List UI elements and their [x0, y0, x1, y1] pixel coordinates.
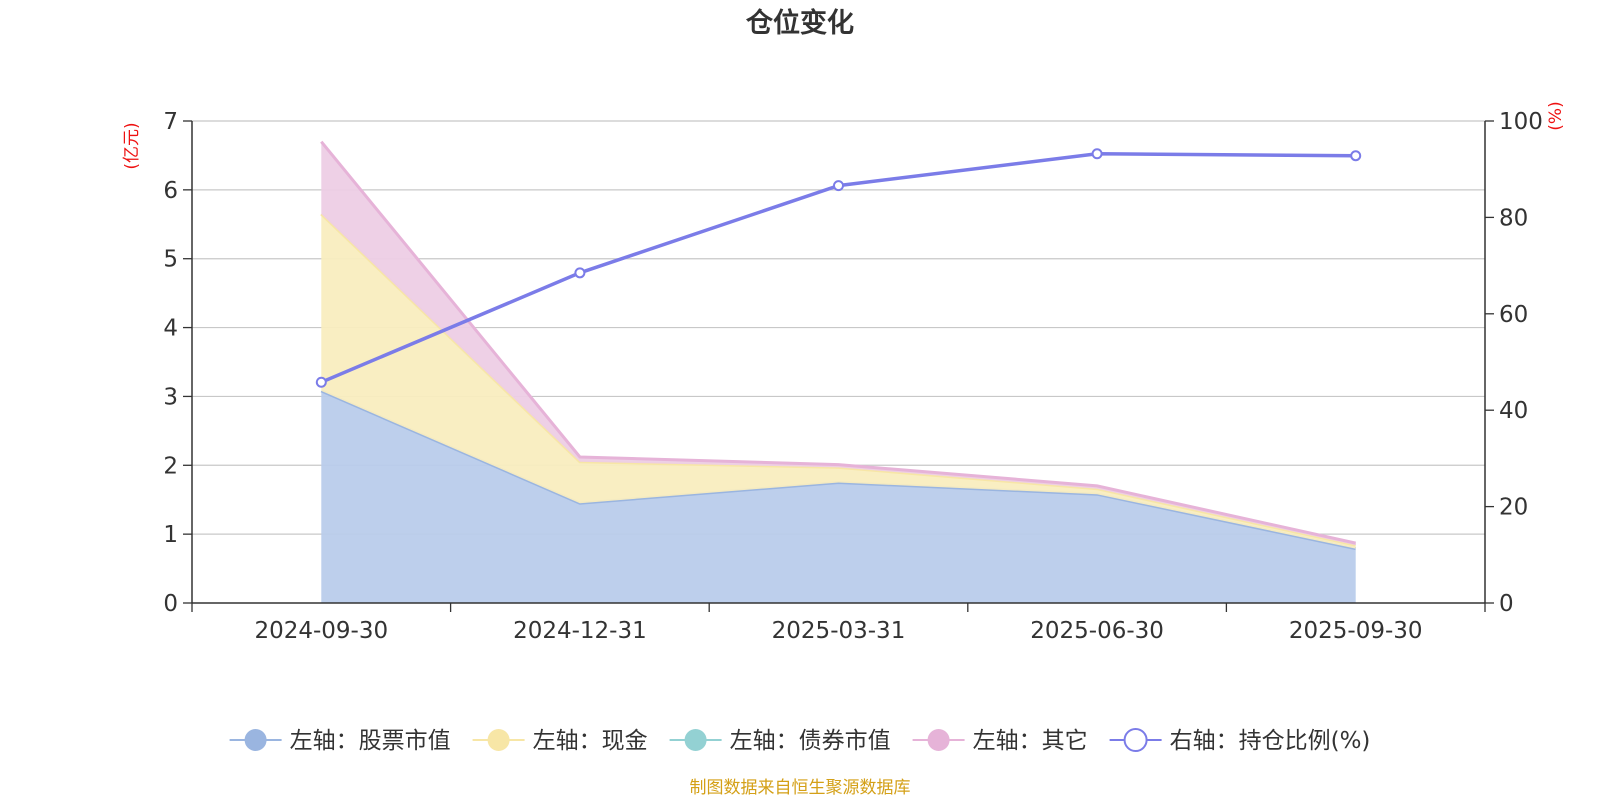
legend-label: 左轴：股票市值: [290, 728, 451, 754]
left-axis-tick-label: 3: [163, 384, 178, 410]
area-series-fill: [321, 214, 1356, 549]
legend-symbol-marker: [487, 729, 510, 751]
line-point: [1091, 148, 1103, 160]
x-axis-tick-label: 2025-03-31: [772, 618, 906, 644]
left-axis-tick-label: 1: [163, 522, 178, 548]
area-layer: [320, 140, 1357, 603]
left-axis-tick-label: 6: [163, 178, 178, 204]
legend-symbol-marker: [244, 729, 267, 751]
left-axis-tick-label: 2: [163, 453, 178, 479]
x-axis-tick-label: 2025-09-30: [1289, 618, 1423, 644]
left-axis-tick-label: 5: [163, 247, 178, 273]
x-axis-tick-label: 2025-06-30: [1030, 618, 1164, 644]
right-axis-tick-label: 100: [1499, 109, 1543, 135]
left-axis-tick-label: 7: [163, 109, 178, 135]
line-point: [1350, 150, 1362, 162]
line-point: [833, 180, 844, 192]
chart-title: 仓位变化: [745, 7, 854, 39]
legend-label: 左轴：债券市值: [730, 728, 891, 754]
left-axis-tick-label: 0: [163, 591, 178, 617]
axis-layer: 0 1 2 3 4 5 6 7 0 20 40 60 80 100 2024-09-30 2024-12-31…: [163, 109, 1543, 644]
area-series-edge: [320, 140, 1357, 545]
legend: 左轴：股票市值 左轴：现金 左轴：债券市值 左轴：其它 右轴：持仓比例(%): [229, 728, 1371, 754]
data-source-note: 制图数据来自恒生聚源数据库: [690, 778, 911, 798]
right-axis-tick-label: 20: [1499, 495, 1528, 521]
left-axis-unit-label: (亿元): [122, 122, 142, 169]
right-axis-tick-label: 60: [1499, 302, 1528, 328]
legend-item: 左轴：现金: [472, 728, 648, 754]
legend-item: 左轴：其它: [912, 728, 1088, 754]
line-point: [315, 376, 327, 388]
left-axis-tick-label: 4: [163, 316, 178, 342]
legend-symbol-marker: [1123, 728, 1148, 752]
line-point: [574, 267, 586, 279]
legend-item: 左轴：债券市值: [669, 728, 891, 754]
right-axis-tick-label: 0: [1499, 591, 1514, 617]
line-layer: [315, 148, 1362, 388]
legend-item: 右轴：持仓比例(%): [1109, 728, 1371, 754]
legend-label: 右轴：持仓比例(%): [1170, 728, 1371, 754]
right-axis-unit-label: (%): [1546, 101, 1566, 130]
legend-label: 左轴：现金: [533, 728, 648, 754]
area-series-fill: [321, 390, 1356, 603]
x-axis-tick-label: 2024-12-31: [513, 618, 647, 644]
legend-symbol-marker: [684, 729, 707, 751]
x-axis-tick-label: 2024-09-30: [254, 618, 388, 644]
right-axis-tick-label: 40: [1499, 398, 1528, 424]
legend-label: 左轴：其它: [973, 728, 1088, 754]
legend-symbol-marker: [927, 729, 950, 751]
legend-item: 左轴：股票市值: [229, 728, 451, 754]
right-axis-tick-label: 80: [1499, 205, 1528, 231]
